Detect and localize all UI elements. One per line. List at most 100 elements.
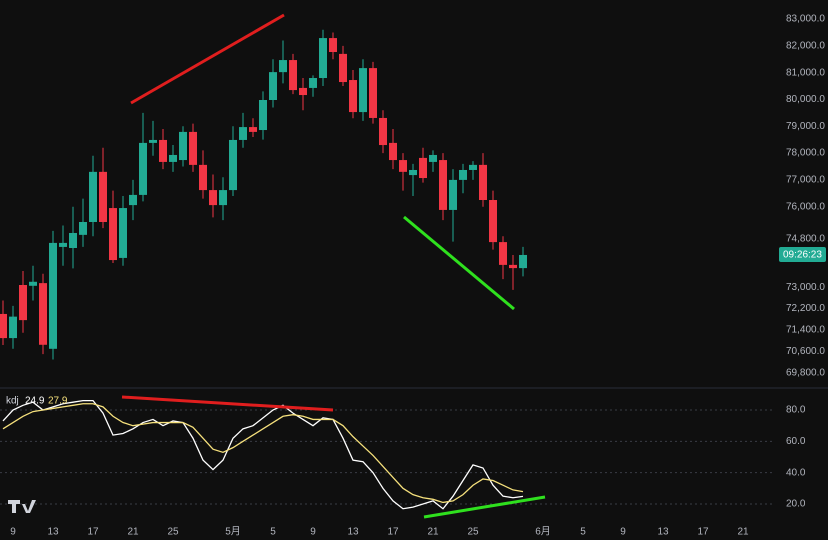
candle-body <box>9 316 17 339</box>
candle-body <box>409 169 417 176</box>
candle-body <box>109 208 117 261</box>
y-tick-label: 82,000.0 <box>786 40 825 51</box>
candle-body <box>189 131 197 165</box>
y-tick-label: 69,800.0 <box>786 368 825 379</box>
y-tick-label: 80,000.0 <box>786 94 825 105</box>
candle-body <box>349 80 357 113</box>
candle-body <box>239 127 247 140</box>
candle-body <box>0 313 7 339</box>
y-tick-label: 79,000.0 <box>786 121 825 132</box>
candle-body <box>269 72 277 101</box>
candle-body <box>459 169 467 180</box>
y-tick-label: 40.0 <box>786 467 806 478</box>
candle-body <box>519 254 527 269</box>
trend-line <box>121 395 334 412</box>
x-tick-label: 21 <box>127 527 139 538</box>
x-tick-label: 25 <box>467 527 479 538</box>
x-tick-label: 9 <box>10 527 16 538</box>
candle-body <box>69 232 77 248</box>
x-tick-label: 6月 <box>535 526 551 538</box>
candle-body <box>149 139 157 143</box>
candle-body <box>29 281 37 286</box>
candle-body <box>399 160 407 172</box>
x-tick-label: 17 <box>387 527 399 538</box>
candle-body <box>89 171 97 222</box>
trend-line <box>403 215 515 311</box>
indicator-line <box>2 403 524 504</box>
candle-body <box>479 164 487 201</box>
x-tick-label: 17 <box>87 527 99 538</box>
candle-body <box>299 87 307 96</box>
y-tick-label: 81,000.0 <box>786 67 825 78</box>
y-tick-label: 77,000.0 <box>786 175 825 186</box>
y-tick-label: 76,000.0 <box>786 201 825 212</box>
candle-body <box>439 160 447 210</box>
candle-body <box>169 154 177 162</box>
candle-body <box>279 60 287 73</box>
candle-body <box>499 242 507 265</box>
y-tick-label: 74,800.0 <box>786 234 825 245</box>
y-tick-label: 71,400.0 <box>786 325 825 336</box>
y-tick-label: 73,000.0 <box>786 282 825 293</box>
indicator-title: kdj <box>6 396 19 407</box>
x-tick-label: 9 <box>310 527 316 538</box>
x-tick-label: 9 <box>620 527 626 538</box>
candle-body <box>319 38 327 79</box>
logo <box>8 500 36 513</box>
candle-body <box>469 164 477 170</box>
candle-body <box>419 157 427 179</box>
y-tick-label: 80.0 <box>786 405 806 416</box>
candle-body <box>219 190 227 206</box>
candle-body <box>199 164 207 191</box>
candle-body <box>369 68 377 118</box>
x-tick-label: 13 <box>657 527 669 538</box>
candle-body <box>49 242 57 349</box>
x-tick-label: 5 <box>580 527 586 538</box>
x-tick-label: 5月 <box>225 526 241 538</box>
x-tick-label: 13 <box>347 527 359 538</box>
candle-body <box>449 179 457 210</box>
x-tick-label: 5 <box>270 527 276 538</box>
candle-body <box>339 53 347 83</box>
indicator-line <box>2 399 524 510</box>
candle-body <box>229 139 237 191</box>
plot: 83,000.0 82,000.0 81,000.0 80,000.0 79,000.0… <box>0 14 826 538</box>
x-tick-label: 25 <box>167 527 179 538</box>
candle-body <box>209 190 217 206</box>
candle-body <box>389 142 397 161</box>
candle-body <box>99 171 107 222</box>
countdown: 09:26:23 <box>783 250 822 261</box>
candle-body <box>359 68 367 113</box>
candle-body <box>19 284 27 321</box>
y-tick-label: 60.0 <box>786 436 806 447</box>
k-value: 24.9 <box>25 396 45 407</box>
candle-body <box>509 264 517 269</box>
countdown-tag <box>779 246 826 262</box>
candle-body <box>429 154 437 162</box>
trend-line <box>423 495 546 519</box>
x-tick-label: 21 <box>427 527 439 538</box>
y-tick-label: 78,000.0 <box>786 148 825 159</box>
candle-body <box>249 127 257 132</box>
candle-body <box>159 139 167 162</box>
y-tick-label: 83,000.0 <box>786 14 825 25</box>
x-tick-label: 17 <box>697 527 709 538</box>
d-value: 27.9 <box>48 396 68 407</box>
candle-body <box>259 100 267 131</box>
x-tick-label: 21 <box>737 527 749 538</box>
candle-body <box>129 194 137 206</box>
candle-body <box>289 60 297 91</box>
y-tick-label: 72,200.0 <box>786 303 825 314</box>
candle-body <box>119 208 127 258</box>
candle-body <box>179 131 187 161</box>
y-tick-label: 20.0 <box>786 499 806 510</box>
candle-body <box>79 221 87 235</box>
candle-body <box>139 142 147 195</box>
candle-body <box>59 242 67 247</box>
candle-body <box>379 117 387 146</box>
y-tick-label: 70,600.0 <box>786 346 825 357</box>
trend-line <box>130 13 285 105</box>
candle-body <box>309 78 317 88</box>
